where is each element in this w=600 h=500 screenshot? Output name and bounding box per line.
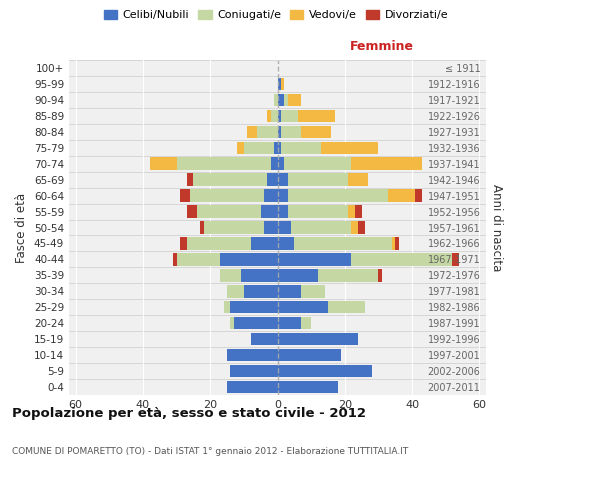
Bar: [284, 158, 352, 170]
Bar: [277, 94, 284, 106]
Bar: [281, 78, 284, 90]
Bar: [277, 222, 291, 234]
Bar: [244, 285, 277, 298]
Bar: [200, 222, 203, 234]
Bar: [230, 301, 277, 314]
Bar: [260, 206, 277, 218]
Bar: [301, 126, 331, 138]
Bar: [277, 285, 301, 298]
Bar: [187, 206, 197, 218]
Bar: [301, 285, 325, 298]
Bar: [227, 349, 277, 362]
Bar: [176, 253, 220, 266]
Bar: [321, 142, 379, 154]
Bar: [287, 174, 348, 186]
Bar: [298, 110, 335, 122]
Bar: [234, 317, 277, 330]
Bar: [392, 237, 395, 250]
Bar: [268, 174, 277, 186]
Bar: [268, 110, 271, 122]
Bar: [237, 142, 244, 154]
Bar: [281, 110, 298, 122]
Bar: [277, 301, 328, 314]
Bar: [295, 237, 392, 250]
Bar: [187, 237, 251, 250]
Bar: [287, 190, 388, 202]
Bar: [348, 206, 355, 218]
Y-axis label: Anni di nascita: Anni di nascita: [490, 184, 503, 271]
Bar: [197, 206, 260, 218]
Bar: [224, 301, 230, 314]
Bar: [277, 317, 301, 330]
Bar: [452, 253, 459, 266]
Bar: [187, 174, 193, 186]
Bar: [277, 206, 287, 218]
Bar: [274, 142, 277, 154]
Bar: [348, 174, 368, 186]
Bar: [277, 237, 295, 250]
Bar: [277, 126, 281, 138]
Bar: [318, 269, 379, 281]
Bar: [352, 158, 422, 170]
Bar: [415, 190, 422, 202]
Bar: [277, 253, 352, 266]
Bar: [247, 126, 257, 138]
Bar: [251, 333, 277, 345]
Bar: [251, 237, 277, 250]
Bar: [281, 126, 301, 138]
Bar: [176, 158, 271, 170]
Bar: [173, 253, 176, 266]
Bar: [277, 110, 281, 122]
Bar: [264, 222, 277, 234]
Bar: [180, 190, 190, 202]
Bar: [193, 174, 268, 186]
Bar: [277, 142, 281, 154]
Bar: [227, 381, 277, 393]
Bar: [277, 174, 287, 186]
Text: COMUNE DI POMARETTO (TO) - Dati ISTAT 1° gennaio 2012 - Elaborazione TUTTITALIA.: COMUNE DI POMARETTO (TO) - Dati ISTAT 1°…: [12, 448, 408, 456]
Bar: [220, 269, 241, 281]
Bar: [277, 333, 358, 345]
Bar: [284, 94, 287, 106]
Bar: [230, 365, 277, 378]
Bar: [190, 190, 264, 202]
Bar: [271, 110, 277, 122]
Bar: [264, 190, 277, 202]
Bar: [287, 94, 301, 106]
Bar: [328, 301, 365, 314]
Bar: [277, 269, 318, 281]
Bar: [301, 317, 311, 330]
Text: Popolazione per età, sesso e stato civile - 2012: Popolazione per età, sesso e stato civil…: [12, 408, 366, 420]
Bar: [388, 190, 415, 202]
Bar: [180, 237, 187, 250]
Text: Femmine: Femmine: [350, 40, 414, 54]
Bar: [271, 158, 277, 170]
Bar: [274, 94, 277, 106]
Bar: [150, 158, 176, 170]
Bar: [379, 269, 382, 281]
Bar: [277, 158, 284, 170]
Bar: [395, 237, 398, 250]
Bar: [277, 349, 341, 362]
Y-axis label: Fasce di età: Fasce di età: [16, 192, 28, 262]
Bar: [281, 142, 321, 154]
Bar: [352, 253, 452, 266]
Bar: [257, 126, 277, 138]
Bar: [277, 78, 281, 90]
Bar: [277, 365, 371, 378]
Bar: [358, 222, 365, 234]
Bar: [291, 222, 352, 234]
Bar: [352, 222, 358, 234]
Bar: [287, 206, 348, 218]
Bar: [230, 317, 234, 330]
Bar: [241, 269, 277, 281]
Legend: Celibi/Nubili, Coniugati/e, Vedovi/e, Divorziati/e: Celibi/Nubili, Coniugati/e, Vedovi/e, Di…: [100, 6, 452, 25]
Bar: [220, 253, 277, 266]
Bar: [277, 190, 287, 202]
Bar: [227, 285, 244, 298]
Bar: [244, 142, 274, 154]
Bar: [355, 206, 362, 218]
Bar: [277, 381, 338, 393]
Bar: [203, 222, 264, 234]
